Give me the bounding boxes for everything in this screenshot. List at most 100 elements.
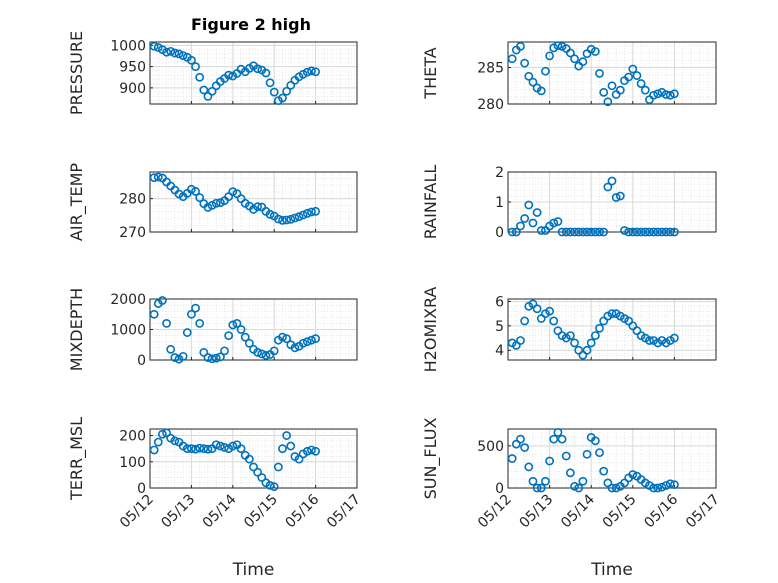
plot-area xyxy=(507,41,717,105)
x-tick-label: 05/17 xyxy=(324,492,364,532)
data-point xyxy=(191,444,200,454)
minor-grid xyxy=(150,171,357,233)
data-point xyxy=(628,470,638,479)
data-point xyxy=(541,476,550,486)
data-point xyxy=(195,318,205,328)
data-point xyxy=(178,51,188,60)
data-point xyxy=(162,47,171,57)
data-point xyxy=(557,227,567,237)
data-point xyxy=(545,456,554,466)
subplot: 2000 1000 0 MIXDEPTH xyxy=(67,288,358,371)
data-point xyxy=(174,49,184,59)
data-point xyxy=(191,62,200,72)
data-point xyxy=(536,86,546,96)
data-point xyxy=(162,428,171,438)
data-point xyxy=(278,444,287,454)
data-point xyxy=(615,191,625,201)
data-point xyxy=(653,483,663,493)
data-point xyxy=(615,85,625,95)
series-markers xyxy=(149,41,320,106)
data-point xyxy=(570,54,579,64)
data-point xyxy=(632,227,642,237)
subplot: 285 280 THETA xyxy=(421,41,717,113)
data-point xyxy=(516,336,525,345)
data-point xyxy=(532,304,542,314)
subplot: 500 005/12 05/13 05/14 05/15 05/16 05/17 Time SU… xyxy=(421,418,723,580)
data-point xyxy=(191,186,200,196)
major-grid xyxy=(508,171,716,233)
data-point xyxy=(298,338,308,348)
x-axis-label: Time xyxy=(590,560,633,580)
major-grid xyxy=(508,429,716,489)
data-point xyxy=(645,336,654,345)
data-point xyxy=(261,68,271,78)
data-point xyxy=(645,227,654,237)
data-point xyxy=(595,227,604,237)
data-point xyxy=(566,468,575,478)
y-tick-label: 5 xyxy=(495,319,504,335)
data-point xyxy=(590,47,600,56)
data-point xyxy=(186,444,196,454)
y-tick-label: 950 xyxy=(119,60,146,76)
data-point xyxy=(265,480,275,490)
data-point xyxy=(307,66,316,76)
data-point xyxy=(302,337,312,347)
data-point xyxy=(599,466,609,476)
plot-area xyxy=(149,41,358,105)
y-tick-label: 285 xyxy=(477,61,504,77)
y-tick-label: 200 xyxy=(119,429,146,445)
data-point xyxy=(282,334,292,344)
data-point xyxy=(294,454,304,464)
data-point xyxy=(574,61,584,71)
data-point xyxy=(536,483,546,493)
data-point xyxy=(278,93,287,103)
y-tick-label: 900 xyxy=(119,81,146,97)
data-point xyxy=(628,64,638,74)
data-point xyxy=(207,200,217,210)
data-point xyxy=(545,306,554,316)
data-point xyxy=(199,85,209,95)
y-axis-label: MIXDEPTH xyxy=(67,288,86,371)
data-point xyxy=(590,436,600,446)
data-point xyxy=(665,90,675,100)
data-point xyxy=(520,58,530,68)
data-point xyxy=(149,41,159,51)
data-point xyxy=(590,227,600,237)
data-point xyxy=(665,479,675,489)
data-point xyxy=(516,41,525,51)
data-point xyxy=(507,54,517,64)
y-axis-label: RAINFALL xyxy=(421,165,440,240)
y-tick-label: 280 xyxy=(119,192,146,208)
series-markers xyxy=(507,176,679,237)
data-point xyxy=(549,316,559,326)
series-markers xyxy=(149,428,320,492)
data-point xyxy=(215,352,225,362)
data-point xyxy=(520,443,530,452)
data-point xyxy=(311,206,320,216)
data-point xyxy=(232,318,242,328)
data-point xyxy=(269,482,279,492)
data-point xyxy=(628,227,638,237)
y-tick-label: 0 xyxy=(495,225,504,241)
data-point xyxy=(516,434,525,444)
data-point xyxy=(257,473,267,482)
data-point xyxy=(166,344,176,354)
data-point xyxy=(199,347,209,357)
data-point xyxy=(670,333,679,343)
data-point xyxy=(307,445,316,455)
data-point xyxy=(541,66,550,76)
data-point xyxy=(236,325,246,334)
data-point xyxy=(191,303,200,313)
data-point xyxy=(307,207,316,217)
y-tick-label: 1000 xyxy=(110,38,146,54)
subplot: 1000 950 900 PRESSURE xyxy=(67,31,358,115)
data-point xyxy=(611,193,621,202)
data-point xyxy=(553,217,563,226)
data-point xyxy=(586,338,596,348)
data-point xyxy=(511,439,521,449)
data-point xyxy=(170,436,180,446)
data-point xyxy=(162,318,171,328)
data-point xyxy=(228,187,238,197)
data-point xyxy=(302,67,312,77)
data-point xyxy=(166,46,176,56)
